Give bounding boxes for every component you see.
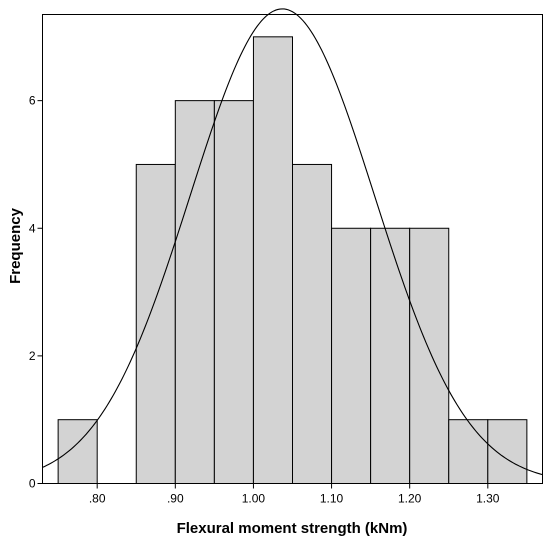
x-axis-title: Flexural moment strength (kNm) xyxy=(177,520,408,537)
histogram-bar-2 xyxy=(135,163,176,484)
histogram-bar-8 xyxy=(370,227,411,484)
x-tick-label: 1.00 xyxy=(242,492,266,506)
histogram-bar-3 xyxy=(174,100,215,484)
y-tick-label: 0 xyxy=(29,477,36,491)
histogram-bar-5 xyxy=(252,36,294,485)
y-axis-title: Frequency xyxy=(7,207,24,284)
y-tick-label: 2 xyxy=(29,349,36,363)
bars-group xyxy=(57,36,528,485)
histogram-bar-10 xyxy=(448,419,489,485)
x-tick-label: 1.20 xyxy=(398,492,422,506)
x-tick-label: 1.10 xyxy=(320,492,344,506)
histogram-bar-7 xyxy=(331,227,372,484)
histogram-bar-0 xyxy=(57,419,98,485)
y-axis: 0 2 4 6 xyxy=(29,94,43,491)
normal-curve xyxy=(42,8,543,476)
histogram-bar-11 xyxy=(487,419,528,485)
x-tick-label: .90 xyxy=(167,492,184,506)
y-tick-label: 4 xyxy=(29,221,36,235)
x-tick-label: .80 xyxy=(89,492,106,506)
histogram-bar-4 xyxy=(213,100,254,484)
x-tick-label: 1.30 xyxy=(476,492,500,506)
y-tick-label: 6 xyxy=(29,94,36,108)
histogram-bar-9 xyxy=(409,227,450,484)
histogram-bar-6 xyxy=(292,163,333,484)
x-axis: .80 .90 1.00 1.10 1.20 1.30 xyxy=(89,483,500,506)
